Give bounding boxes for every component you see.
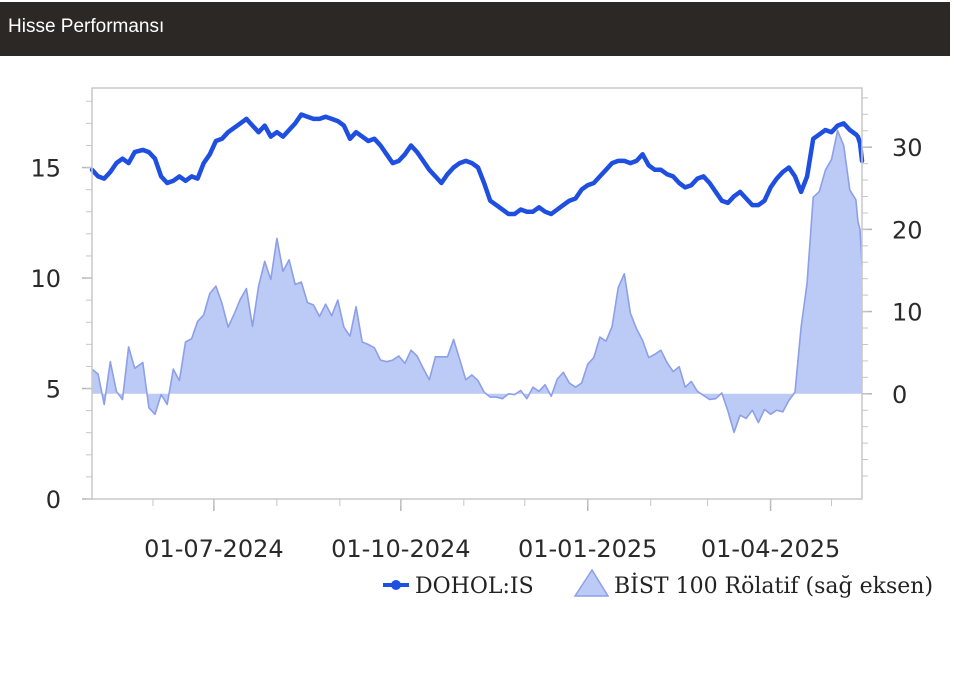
left-axis-tick-label: 0 [46, 486, 61, 514]
plot-area [89, 112, 865, 434]
right-axis-tick-label: 10 [892, 299, 923, 327]
right-axis-tick-label: 20 [892, 216, 923, 244]
axes: 0 5 10 15 0 10 20 30 01-07-2024 01-10-2024 01-01-2… [30, 87, 923, 563]
plot-border [91, 87, 863, 500]
left-axis-tick-label: 5 [46, 376, 61, 404]
left-axis-tick-label: 15 [30, 155, 61, 183]
right-axis-tick-label: 0 [892, 381, 907, 409]
relative-area-fill [92, 130, 862, 433]
legend-line-marker [391, 580, 401, 590]
legend-area-swatch [573, 568, 610, 597]
panel-title: Hisse Performansı [8, 16, 165, 37]
panel-header: Hisse Performansı [0, 2, 950, 56]
x-axis-tick-label: 01-01-2025 [518, 535, 657, 563]
relative-area-line [91, 129, 863, 434]
legend: DOHOL:IS BİST 100 Rölatif (sağ eksen) [383, 568, 933, 599]
x-axis-tick-label: 01-10-2024 [331, 535, 470, 563]
x-axis-tick-label: 01-07-2024 [144, 535, 283, 563]
legend-label-dohol: DOHOL:IS [415, 574, 534, 599]
legend-label-relative: BİST 100 Rölatif (sağ eksen) [614, 572, 933, 599]
dohol-price-line [89, 112, 865, 217]
right-axis-tick-label: 30 [892, 134, 923, 162]
x-axis-tick-label: 01-04-2025 [701, 535, 840, 563]
left-axis-tick-label: 10 [30, 265, 61, 293]
